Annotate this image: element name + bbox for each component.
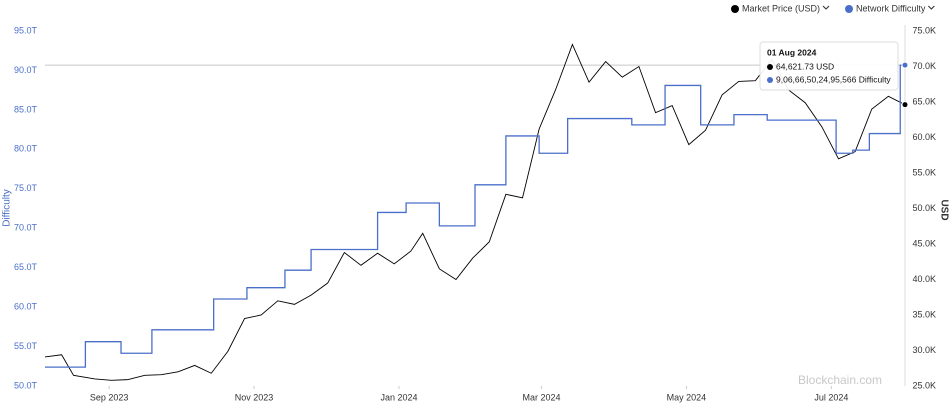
- y2-tick-label: 30.0K: [912, 345, 936, 355]
- y2-tick-label: 60.0K: [912, 132, 936, 142]
- watermark: Blockchain.com: [798, 373, 882, 387]
- tooltip-difficulty: 9,06,66,50,24,95,566 Difficulty: [776, 74, 891, 84]
- x-tick-label: Jan 2024: [380, 392, 417, 402]
- tooltip-date: 01 Aug 2024: [767, 47, 817, 57]
- y2-tick-label: 35.0K: [912, 309, 936, 319]
- y2-tick-label: 55.0K: [912, 167, 936, 177]
- x-tick-label: Sep 2023: [90, 392, 129, 402]
- y-axis-label: Difficulty: [2, 189, 13, 227]
- y2-tick-label: 75.0K: [912, 25, 936, 35]
- y2-tick-label: 40.0K: [912, 274, 936, 284]
- y2-tick-label: 50.0K: [912, 203, 936, 213]
- y2-tick-label: 70.0K: [912, 61, 936, 71]
- legend-chevron: [822, 5, 830, 10]
- x-tick-label: Nov 2023: [235, 392, 274, 402]
- legend-chevron: [927, 5, 935, 10]
- tooltip-price: 64,621.73 USD: [776, 61, 834, 71]
- tooltip: 01 Aug 2024 64,621.73 USD 9,06,66,50,24,95…: [759, 41, 899, 91]
- y-tick-label: 65.0T: [14, 262, 38, 272]
- tooltip-box: [759, 41, 899, 91]
- legend-swatch: [845, 5, 854, 13]
- y-tick-label: 95.0T: [14, 25, 38, 35]
- y2-axis-label: USD: [938, 199, 949, 220]
- x-tick-label: Jul 2024: [814, 392, 848, 402]
- y-tick-label: 80.0T: [14, 144, 38, 154]
- legend-label: Market Price (USD): [742, 3, 820, 13]
- y-tick-label: 50.0T: [14, 380, 38, 390]
- y2-tick-label: 65.0K: [912, 96, 936, 106]
- y-tick-label: 90.0T: [14, 65, 38, 75]
- x-tick-label: Mar 2024: [523, 392, 561, 402]
- y-tick-label: 85.0T: [14, 104, 38, 114]
- series-line: [45, 64, 905, 368]
- y2-tick-label: 25.0K: [912, 380, 936, 390]
- y2-tick-label: 45.0K: [912, 238, 936, 248]
- y-tick-label: 55.0T: [14, 341, 38, 351]
- y-tick-label: 75.0T: [14, 183, 38, 193]
- legend-label: Network Difficulty: [856, 3, 926, 13]
- legend-item[interactable]: Market Price (USD): [731, 3, 830, 13]
- x-tick-label: May 2024: [667, 392, 707, 402]
- legend-item[interactable]: Network Difficulty: [845, 3, 935, 13]
- hover-point: [901, 101, 909, 109]
- hover-point: [901, 61, 909, 69]
- y-tick-label: 70.0T: [14, 223, 38, 233]
- tooltip-dot: [767, 64, 773, 70]
- legend-swatch: [731, 5, 739, 13]
- y-tick-label: 60.0T: [14, 301, 38, 311]
- tooltip-dot: [767, 77, 773, 83]
